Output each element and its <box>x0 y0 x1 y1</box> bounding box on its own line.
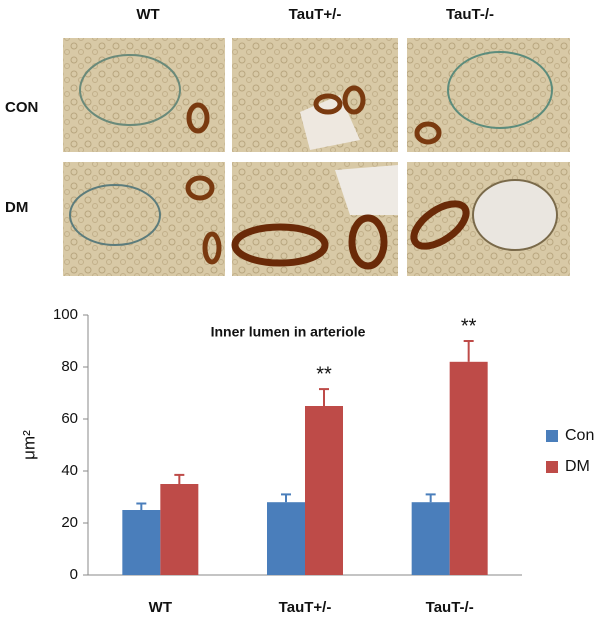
y-tick-label: 0 <box>70 566 78 583</box>
y-tick-label: 100 <box>53 306 78 323</box>
bar <box>160 484 199 575</box>
y-tick-label: 20 <box>61 514 78 531</box>
lumen-space <box>472 179 558 251</box>
glomerulus <box>447 51 553 129</box>
bar <box>305 406 343 575</box>
legend-swatch <box>546 430 558 442</box>
y-axis-label: μm² <box>19 430 38 460</box>
row-label: CON <box>5 99 38 116</box>
micrograph <box>63 162 225 276</box>
micrograph <box>63 38 225 152</box>
y-tick-label: 40 <box>61 462 78 479</box>
glomerulus <box>69 184 161 246</box>
significance-label: ** <box>461 315 477 337</box>
glomerulus <box>79 54 181 126</box>
column-label: TauT+/- <box>289 6 342 23</box>
y-tick-label: 80 <box>61 358 78 375</box>
lumen-space <box>335 165 398 215</box>
significance-label: ** <box>316 363 332 385</box>
arteriole <box>313 93 343 115</box>
bar <box>267 502 305 575</box>
x-tick-label: TauT+/- <box>279 599 332 616</box>
column-label: WT <box>136 6 159 23</box>
x-tick-label: WT <box>149 599 172 616</box>
arteriole <box>342 85 366 115</box>
legend-swatch <box>546 461 558 473</box>
arteriole <box>414 121 442 145</box>
arteriole <box>231 223 329 267</box>
arteriole <box>186 102 210 134</box>
y-tick-label: 60 <box>61 410 78 427</box>
arteriole <box>410 200 470 250</box>
x-tick-label: TauT-/- <box>426 599 474 616</box>
bar <box>411 502 450 575</box>
bar <box>449 361 488 575</box>
legend-label: DM <box>565 458 590 475</box>
micrograph <box>407 38 570 152</box>
bar <box>122 510 161 575</box>
chart-title: Inner lumen in arteriole <box>211 324 366 340</box>
legend-label: Con <box>565 427 594 444</box>
micrograph-panels <box>63 38 570 276</box>
column-label: TauT-/- <box>446 6 494 23</box>
row-label: DM <box>5 199 28 216</box>
arteriole <box>202 231 222 265</box>
arteriole <box>348 214 388 270</box>
arteriole <box>185 175 215 201</box>
